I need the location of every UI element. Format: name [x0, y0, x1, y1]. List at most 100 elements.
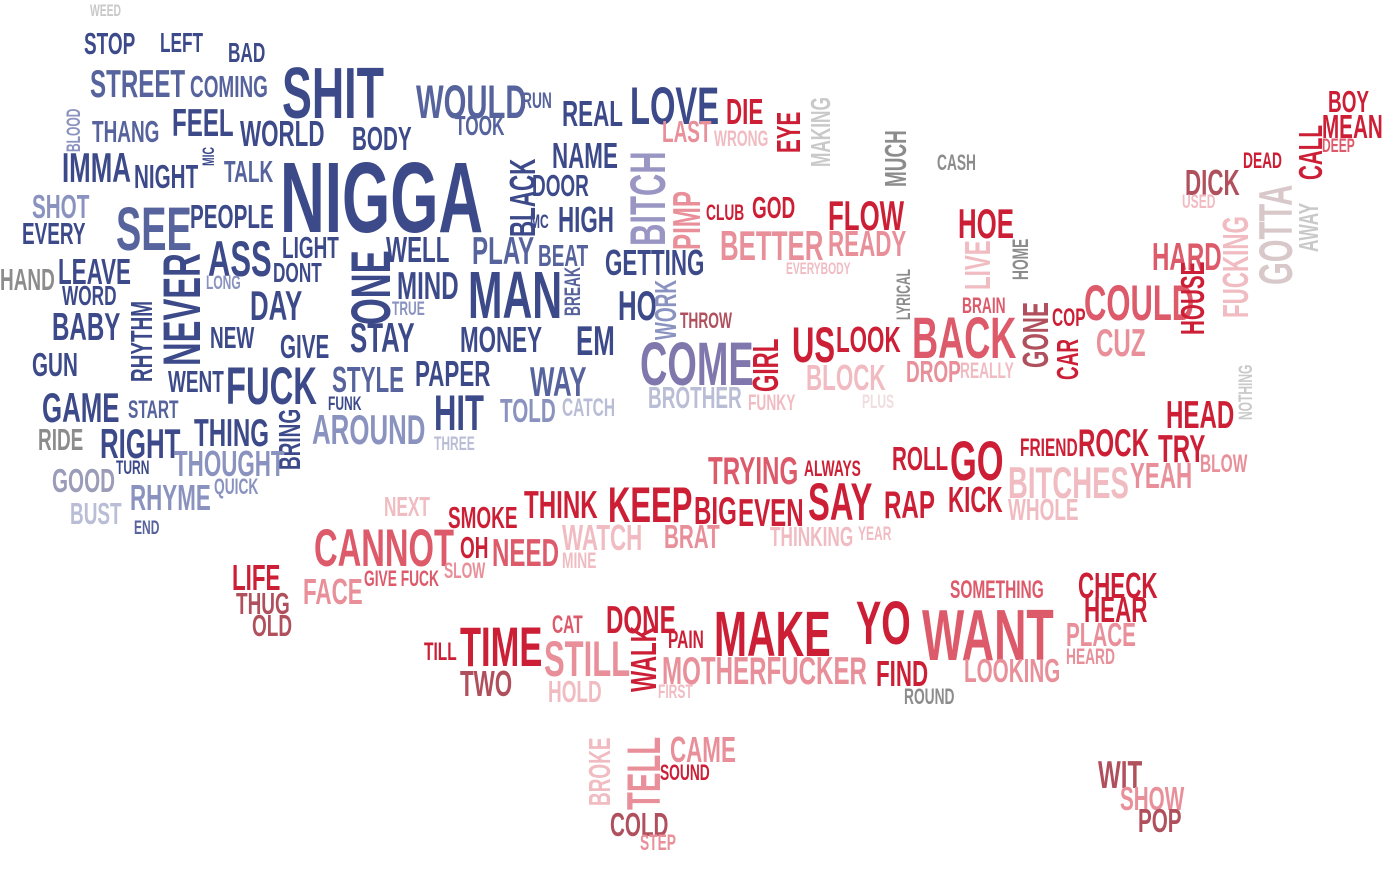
- word: MONEY: [460, 321, 542, 361]
- word: LEFT: [160, 27, 203, 58]
- word: WRONG: [714, 126, 768, 151]
- word: MUCH: [880, 130, 914, 187]
- word: STEP: [640, 830, 676, 855]
- word: FACE: [303, 573, 363, 613]
- word: WATCH: [562, 519, 642, 559]
- word: LIFE: [232, 559, 280, 599]
- word: HOLD: [548, 676, 602, 710]
- word: MEAN: [1322, 108, 1383, 145]
- word: WORD: [62, 280, 117, 311]
- word: MOTHERFUCKER: [662, 649, 867, 692]
- word: FIND: [876, 655, 928, 695]
- word: WENT: [168, 366, 224, 400]
- word: THANG: [92, 116, 159, 150]
- word: GIRL: [747, 339, 787, 392]
- word: MAKE: [714, 600, 831, 671]
- word: AWAY: [1293, 202, 1324, 252]
- word: FUNKY: [748, 390, 796, 415]
- word: CUZ: [1096, 321, 1146, 364]
- word: STREET: [90, 62, 185, 105]
- word: TRYING: [708, 449, 798, 492]
- word: BOY: [1328, 86, 1369, 120]
- word: NOTHING: [1235, 365, 1257, 420]
- word: BRAT: [664, 518, 720, 555]
- word: DEEP: [1322, 135, 1355, 157]
- word: CALL: [1292, 125, 1329, 180]
- word: THOUGHT: [174, 445, 285, 485]
- word: EVERYBODY: [786, 258, 851, 277]
- word: DONE: [606, 598, 676, 641]
- word: HOUSE: [1174, 262, 1211, 335]
- word: ROUND: [904, 684, 954, 709]
- word: START: [128, 396, 179, 424]
- word: THINK: [524, 483, 598, 526]
- word: COLD: [610, 806, 668, 843]
- word: HIT: [434, 384, 484, 440]
- word: KEEP: [608, 476, 692, 532]
- word: FLOW: [828, 194, 904, 240]
- word: RAP: [884, 483, 935, 526]
- word: GUN: [32, 346, 78, 383]
- word: TWO: [460, 665, 512, 705]
- word: BITCHES: [1008, 458, 1129, 507]
- word: HARD: [1152, 235, 1222, 278]
- word: MAN: [468, 258, 562, 333]
- word: BAD: [228, 37, 265, 68]
- word: BROTHER: [648, 382, 742, 416]
- word: DONT: [273, 257, 322, 288]
- word: POP: [1138, 802, 1182, 839]
- word: BLOOD: [63, 109, 85, 152]
- word: FIRST: [658, 681, 693, 703]
- word: NEED: [492, 531, 559, 574]
- word: READY: [828, 225, 906, 265]
- word: ROCK: [1078, 421, 1149, 464]
- word: RHYTHM: [126, 301, 160, 382]
- word: COP: [1052, 304, 1086, 332]
- word: EVERY: [22, 218, 86, 252]
- word: GOOD: [52, 462, 115, 499]
- word: CASH: [937, 150, 976, 175]
- word: TRUE: [392, 298, 425, 320]
- word: TALK: [224, 156, 274, 190]
- word: YEAR: [858, 523, 892, 545]
- word: LAST: [662, 116, 712, 150]
- word: RHYME: [130, 479, 211, 519]
- word: WIT: [1098, 753, 1142, 796]
- word: SOUND: [660, 760, 710, 785]
- word: BITCH: [619, 151, 675, 246]
- word: EYE: [770, 112, 807, 153]
- word: STYLE: [332, 361, 404, 401]
- word: KICK: [948, 481, 1003, 521]
- word: NIGGA: [280, 142, 483, 254]
- word: BRAIN: [962, 293, 1006, 318]
- word: CATCH: [562, 394, 615, 422]
- word: LOOKING: [964, 652, 1060, 689]
- word: HOME: [1008, 239, 1033, 280]
- word: PLAY: [472, 229, 534, 272]
- word: GETTING: [605, 244, 704, 284]
- word: STAY: [350, 316, 415, 362]
- word: OLD: [252, 610, 292, 644]
- word: NEVER: [153, 253, 212, 366]
- word: LEAVE: [58, 253, 131, 293]
- word: AROUND: [312, 408, 425, 454]
- word: PIMP: [665, 191, 708, 250]
- word: ONE: [340, 250, 403, 325]
- word: COME: [640, 330, 754, 399]
- word: US: [792, 316, 835, 372]
- word: LIGHT: [282, 232, 339, 266]
- word: MIC: [198, 147, 217, 166]
- word: CANNOT: [314, 519, 454, 578]
- word: TILL: [424, 638, 457, 666]
- word: OH: [460, 532, 488, 566]
- word: LIVE: [959, 240, 999, 290]
- word: ASS: [208, 230, 272, 286]
- word: MIND: [397, 264, 459, 307]
- word: WORK: [650, 280, 684, 340]
- word: SHIT: [282, 53, 384, 134]
- word: USED: [1182, 191, 1215, 213]
- word: SEE: [116, 195, 192, 264]
- word: MAKING: [805, 97, 836, 167]
- word: QUICK: [214, 474, 259, 499]
